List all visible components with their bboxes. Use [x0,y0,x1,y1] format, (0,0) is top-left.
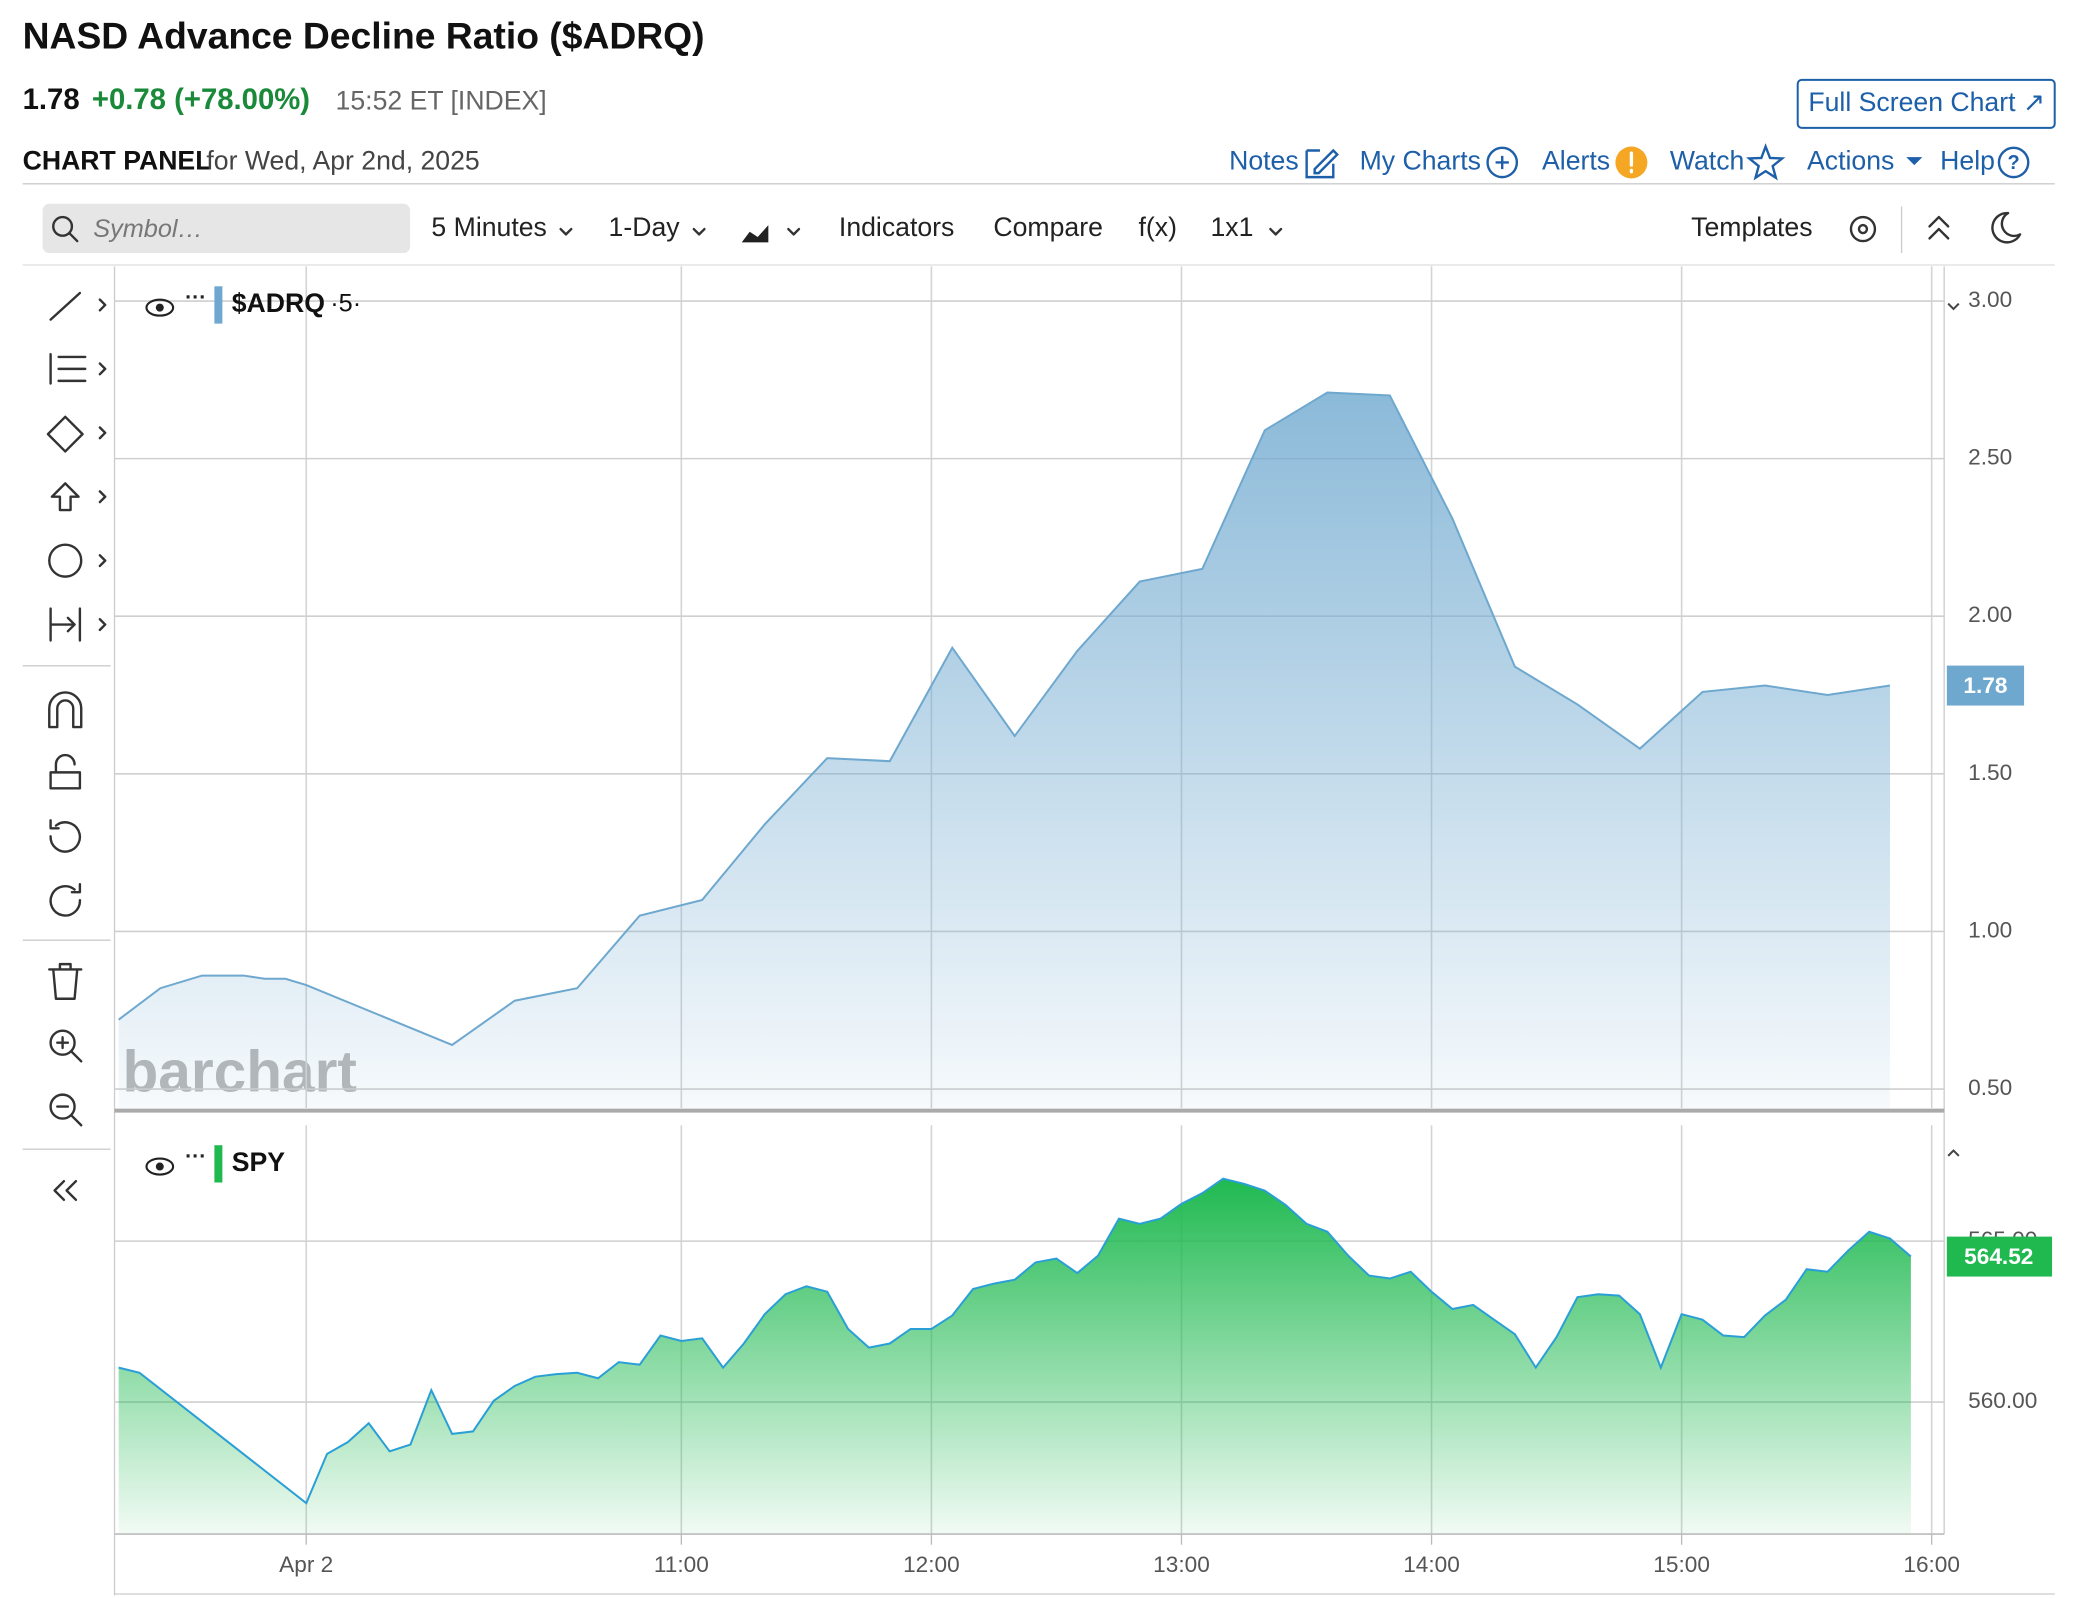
y-tick-label: 560.00 [1968,1388,2037,1413]
compare-button[interactable]: Compare [993,212,1103,242]
symbol-placeholder[interactable]: Symbol… [93,215,203,243]
visibility-icon[interactable] [145,1157,175,1176]
visibility-icon [155,303,164,312]
price-change: +0.78 (+78.00%) [92,83,310,116]
last-value-badge [1946,665,2025,706]
legend-swatch [214,286,223,324]
legend-name: SPY [232,1147,286,1177]
menu-item[interactable]: Actions [1807,146,1894,176]
zoom-out-icon[interactable] [49,1093,76,1120]
add-icon [1495,155,1509,170]
area-fill [118,392,1890,1108]
settings-icon [1857,223,1869,235]
area-line [118,391,1891,1047]
notes-icon [1305,148,1339,179]
quote-time: 15:52 ET [INDEX] [336,86,547,116]
more-icon[interactable]: ··· [185,285,206,309]
help-icon: ? [2007,152,2019,174]
last-value-label: 564.52 [1964,1244,2033,1269]
last-price: 1.78 [23,83,80,116]
drawing-tools [22,291,111,1202]
redo-icon[interactable] [49,883,82,917]
zoom-in-icon[interactable] [49,1029,76,1056]
menu-item[interactable]: Watch [1670,146,1744,176]
x-tick-label: 11:00 [654,1552,709,1577]
zoom-out-icon [56,1105,83,1127]
legend-swatch [214,1145,223,1183]
interval-menu[interactable]: 5 Minutes [431,212,546,242]
scale-chevron [1947,302,1960,311]
more-icon[interactable]: ··· [185,1144,206,1168]
panel-label: CHART PANEL [23,146,212,176]
scale-chevron [1947,1149,1960,1157]
chevron [559,227,573,236]
search-icon [68,231,79,243]
y-tick-label: 1.00 [1968,917,2012,942]
undo-icon[interactable] [49,819,82,853]
dark-mode-icon[interactable] [1991,211,2022,244]
tool-icon[interactable] [46,415,84,453]
last-value-badge [1946,1236,2053,1277]
area-fill [118,1178,1911,1535]
visibility-icon[interactable] [145,298,175,317]
x-tick-label: 14:00 [1403,1552,1460,1577]
legend-interval: ·5· [330,290,361,318]
x-tick-label: 13:00 [1153,1552,1210,1577]
fx-button[interactable]: f(x) [1139,212,1177,242]
range-menu[interactable]: 1-Day [609,212,681,242]
y-tick-label: 0.50 [1968,1075,2012,1100]
watch-icon [1746,143,1786,181]
tool-icon[interactable] [48,543,83,578]
add-icon [1486,146,1519,179]
menu-item[interactable]: Notes [1229,146,1299,176]
magnet-icon[interactable] [48,691,83,729]
delete-icon[interactable] [48,962,83,1000]
symbol-input[interactable] [42,203,411,254]
settings-icon[interactable] [1849,215,1877,243]
collapse-tools-icon[interactable] [53,1179,78,1202]
zoom-in-icon [56,1036,83,1063]
chevron [1269,227,1283,236]
menu-item[interactable]: Alerts [1542,146,1610,176]
dropdown-icon [1906,157,1923,166]
x-tick-label: Apr 2 [279,1552,333,1577]
y-tick-label: 2.00 [1968,602,2012,627]
chart-type-icon[interactable] [741,225,769,243]
visibility-icon [155,1162,164,1171]
lock-icon[interactable] [49,753,82,790]
panel-date: for Wed, Apr 2nd, 2025 [206,146,479,176]
indicators-button[interactable]: Indicators [839,212,954,242]
tool-icon[interactable] [49,607,82,642]
layout-menu[interactable]: 1x1 [1210,212,1253,242]
chevron [98,298,107,632]
menu-item[interactable]: My Charts [1360,146,1481,176]
collapse-icon[interactable] [1928,215,1950,240]
full-screen-button[interactable] [1796,78,2056,129]
chevron [787,227,801,236]
y-tick-label: 2.50 [1968,445,2012,470]
page-title: NASD Advance Decline Ratio ($ADRQ) [23,14,705,56]
last-value-label: 1.78 [1963,673,2007,698]
tool-icon[interactable] [49,291,82,321]
full-screen-label[interactable]: Full Screen Chart ↗ [1808,87,2045,117]
help-icon [1997,146,2030,179]
x-tick-label: 15:00 [1653,1552,1710,1577]
x-tick-label: 16:00 [1903,1552,1960,1577]
y-tick-label: 3.00 [1968,287,2012,312]
y-tick-label: 1.50 [1968,760,2012,785]
legend-name: $ADRQ [232,288,325,318]
tool-icon[interactable] [50,482,80,512]
search-icon [52,215,74,237]
area-line [118,1177,1912,1505]
chevron [692,227,706,236]
x-tick-label: 12:00 [903,1552,960,1577]
tool-icon[interactable] [49,353,87,385]
menu-item[interactable]: Help [1940,146,1995,176]
templates-button[interactable]: Templates [1691,212,1812,242]
